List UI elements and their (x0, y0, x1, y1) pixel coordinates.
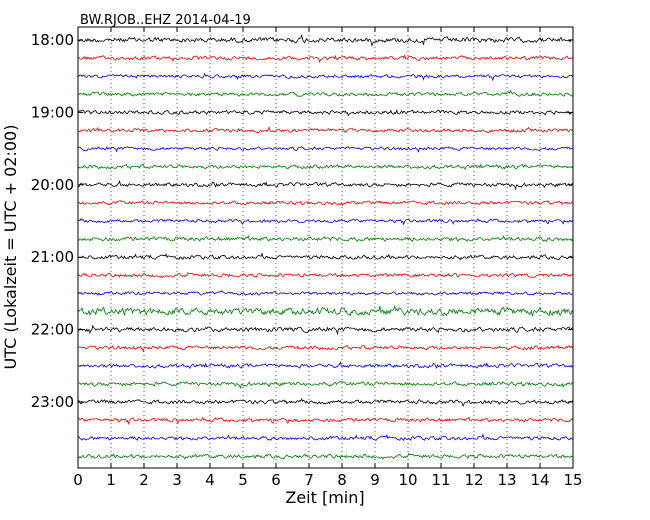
y-tick-label: 19:00 (31, 103, 74, 121)
y-tick-label: 18:00 (31, 31, 74, 49)
y-tick-label: 23:00 (31, 393, 74, 411)
trace-2200 (77, 324, 574, 336)
x-tick-label: 6 (271, 471, 281, 489)
trace-2330 (77, 433, 574, 441)
x-tick-label: 5 (238, 471, 248, 489)
chart-title: BW.RJOB..EHZ 2014-04-19 (80, 13, 251, 28)
trace-2100 (77, 252, 574, 261)
trace-2315 (78, 416, 574, 426)
x-tick-label: 7 (304, 471, 314, 489)
trace-2015 (77, 200, 574, 207)
trace-2000 (77, 180, 574, 191)
trace-1830 (77, 72, 574, 82)
x-tick-label: 3 (172, 471, 182, 489)
trace-2245 (77, 381, 574, 389)
trace-1945 (77, 163, 574, 170)
trace-1915 (77, 126, 574, 134)
trace-2130 (77, 290, 574, 296)
seismic-traces (77, 34, 574, 460)
x-tick-label: 1 (106, 471, 116, 489)
trace-1930 (77, 146, 574, 153)
trace-1815 (77, 54, 574, 64)
trace-2145 (77, 305, 574, 317)
x-tick-label: 9 (370, 471, 380, 489)
x-tick-label: 14 (530, 471, 549, 489)
x-tick-label: 8 (337, 471, 347, 489)
grid-lines (110, 27, 541, 468)
trace-1845 (77, 89, 574, 97)
y-tick-label: 20:00 (31, 176, 74, 194)
plot-frame (77, 26, 574, 469)
x-tick-label: 13 (497, 471, 516, 489)
x-tick-label: 0 (73, 471, 83, 489)
y-tick-label: 22:00 (31, 321, 74, 339)
x-tick-label: 15 (563, 471, 582, 489)
x-tick-label: 11 (431, 471, 450, 489)
trace-2030 (77, 217, 574, 226)
x-axis-ticks: 0 1 2 3 4 5 6 7 8 9 10 11 12 13 14 15 (73, 27, 583, 489)
trace-2045 (77, 234, 574, 243)
trace-2300 (77, 397, 574, 407)
y-tick-label: 21:00 (31, 248, 74, 266)
trace-2345 (77, 452, 574, 460)
x-axis-label: Zeit [min] (285, 488, 364, 507)
x-tick-label: 10 (398, 471, 417, 489)
trace-2230 (77, 361, 574, 369)
trace-2115 (77, 271, 574, 279)
x-tick-label: 12 (464, 471, 483, 489)
y-axis-ticks: 18:00 19:00 20:00 21:00 22:00 23:00 (31, 31, 573, 411)
x-tick-label: 4 (205, 471, 215, 489)
x-tick-label: 2 (139, 471, 149, 489)
trace-2215 (77, 345, 574, 353)
y-axis-label: UTC (Lokalzeit = UTC + 02:00) (1, 125, 20, 370)
trace-1900 (77, 109, 574, 117)
trace-1800 (77, 34, 574, 47)
